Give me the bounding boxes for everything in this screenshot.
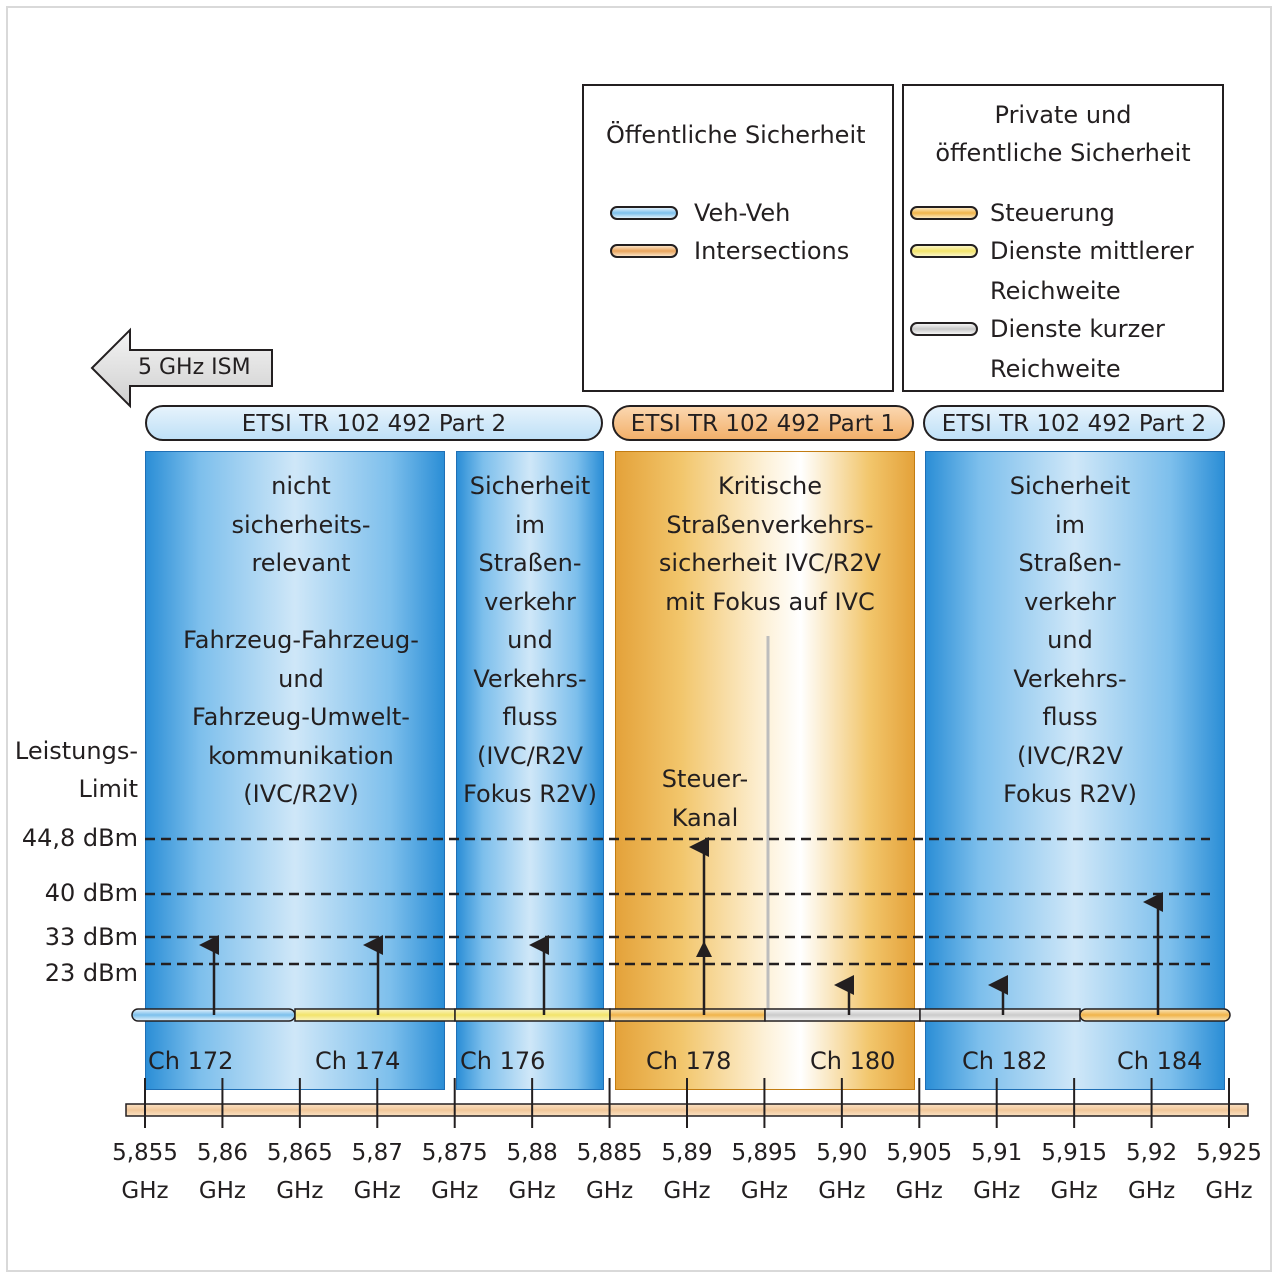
power-limit-title-1: Leistungs- [14,737,138,765]
frequency-tick-value-5: 5,88 [506,1140,558,1166]
frequency-tick-unit-10: GHz [895,1178,943,1204]
frequency-tick-value-10: 5,905 [886,1140,953,1166]
band-column-1 [145,451,445,1090]
frequency-tick-unit-11: GHz [973,1178,1021,1204]
band-column-3 [615,451,915,1090]
etsi-pill-part2-right: ETSI TR 102 492 Part 2 [923,405,1225,441]
frequency-tick-value-13: 5,92 [1125,1140,1178,1166]
power-level-33: 33 dBm [44,923,138,951]
frequency-tick-unit-12: GHz [1050,1178,1098,1204]
legend-label-mittlerer-1: Dienste mittlerer [990,237,1194,265]
power-limit-title-2: Limit [78,775,139,803]
legend-public-safety: Öffentliche Sicherheit Veh-Veh Intersect… [582,84,894,392]
band-column-2 [456,451,604,1090]
legend-label-steuerung: Steuerung [990,199,1115,227]
legend-swatch-veh-veh [610,206,678,220]
frequency-tick-value-11: 5,91 [971,1140,1023,1166]
frequency-tick-value-4: 5,875 [421,1140,488,1166]
legend-swatch-steuerung [910,206,978,220]
frequency-tick-value-8: 5,895 [731,1140,798,1166]
frequency-tick-unit-13: GHz [1127,1178,1176,1204]
legend-swatch-kurzer [910,322,978,336]
figure-frame [6,6,1272,1272]
legend-private-title-2: öffentliche Sicherheit [935,139,1191,167]
column-1-text: nicht sicherheits- relevant Fahrzeug-Fah… [183,472,419,808]
frequency-tick-value-9: 5,90 [816,1140,868,1166]
channel-label-172: Ch 172 [148,1047,234,1075]
channel-label-182: Ch 182 [962,1047,1048,1075]
legend-label-intersections: Intersections [694,237,850,265]
channel-label-176: Ch 176 [460,1047,546,1075]
column-4-text: Sicherheit im Straßen- verkehr und Verke… [1003,472,1137,808]
channel-label-184: Ch 184 [1117,1047,1203,1075]
frequency-tick-unit-1: GHz [198,1178,247,1204]
channel-label-180: Ch 180 [810,1047,896,1075]
legend-label-kurzer-1: Dienste kurzer [990,315,1165,343]
column-3-subtext: Steuer- Kanal [661,765,749,832]
frequency-tick-unit-3: GHz [353,1178,401,1204]
channel-label-174: Ch 174 [315,1047,401,1075]
legend-public-title: Öffentliche Sicherheit [606,121,866,149]
channel-label-178: Ch 178 [646,1047,732,1075]
frequency-tick-value-14: 5,925 [1196,1140,1262,1166]
frequency-tick-unit-2: GHz [276,1178,324,1204]
frequency-tick-unit-4: GHz [431,1178,479,1204]
legend-private-safety: Private und öffentliche Sicherheit Steue… [902,84,1224,392]
frequency-tick-value-0: 5,855 [112,1140,178,1166]
frequency-tick-unit-9: GHz [818,1178,866,1204]
frequency-tick-value-3: 5,87 [351,1140,403,1166]
frequency-tick-value-7: 5,89 [661,1140,713,1166]
frequency-tick-unit-6: GHz [585,1178,634,1204]
etsi-pill-part2-left: ETSI TR 102 492 Part 2 [145,405,603,441]
power-level-40: 40 dBm [44,879,138,907]
column-3-text: Kritische Straßenverkehrs- sicherheit IV… [658,472,882,616]
frequency-tick-value-1: 5,86 [196,1140,249,1166]
legend-private-title-1: Private und [994,101,1132,129]
power-level-23: 23 dBm [44,959,138,987]
legend-label-mittlerer-2: Reichweite [990,277,1121,305]
frequency-tick-value-6: 5,885 [576,1140,643,1166]
legend-label-kurzer-2: Reichweite [990,355,1121,383]
frequency-tick-unit-14: GHz [1205,1178,1253,1204]
column-2-text: Sicherheit im Straßen- verkehr und Verke… [463,472,597,808]
etsi-pill-part1: ETSI TR 102 492 Part 1 [612,405,914,441]
power-level-44-8: 44,8 dBm [21,824,138,852]
frequency-tick-unit-7: GHz [663,1178,711,1204]
band-column-4 [925,451,1225,1090]
frequency-tick-value-2: 5,865 [266,1140,333,1166]
ism-arrow-label: 5 GHz ISM [138,355,251,380]
legend-swatch-intersections [610,244,678,258]
legend-swatch-mittlerer [910,244,978,258]
frequency-tick-unit-8: GHz [740,1178,789,1204]
frequency-tick-unit-0: GHz [121,1178,169,1204]
legend-label-veh-veh: Veh-Veh [694,199,791,227]
frequency-tick-unit-5: GHz [508,1178,556,1204]
frequency-tick-value-12: 5,915 [1041,1140,1108,1166]
